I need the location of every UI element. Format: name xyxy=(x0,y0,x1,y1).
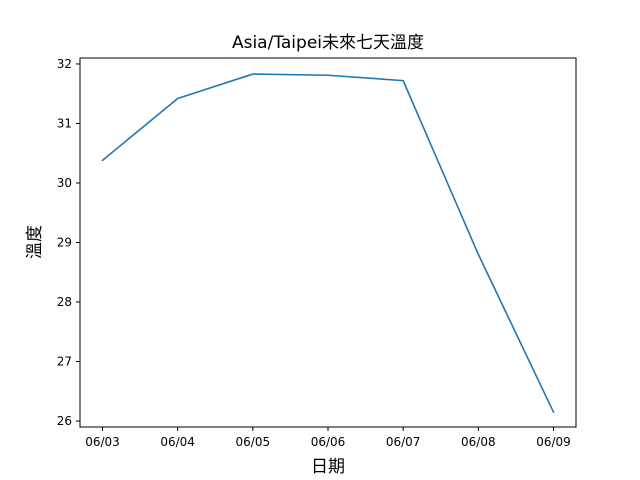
y-tick-label: 26 xyxy=(57,414,72,428)
y-tick-label: 27 xyxy=(57,355,72,369)
y-tick-label: 30 xyxy=(57,176,72,190)
y-axis-label: 溫度 xyxy=(25,225,45,259)
y-tick-label: 29 xyxy=(57,236,72,250)
y-tick-label: 32 xyxy=(57,57,72,71)
x-tick-label: 06/03 xyxy=(85,435,120,449)
x-tick-label: 06/07 xyxy=(386,435,421,449)
x-tick-label: 06/04 xyxy=(160,435,195,449)
y-axis: 26 27 28 29 30 31 32 xyxy=(57,57,80,428)
plot-frame xyxy=(79,57,577,428)
series-line xyxy=(101,73,555,414)
x-tick-label: 06/06 xyxy=(311,435,346,449)
x-axis-label: 日期 xyxy=(311,457,345,477)
x-tick-label: 06/08 xyxy=(461,435,496,449)
x-tick-label: 06/09 xyxy=(536,435,571,449)
y-tick-label: 28 xyxy=(57,295,72,309)
x-axis: 06/03 06/04 06/05 06/06 06/07 06/08 06/09 xyxy=(85,427,571,449)
chart-title: Asia/Taipei未來七天溫度 xyxy=(232,33,424,53)
x-tick-label: 06/05 xyxy=(236,435,271,449)
y-tick-label: 31 xyxy=(57,116,72,130)
plot-area xyxy=(79,57,577,428)
